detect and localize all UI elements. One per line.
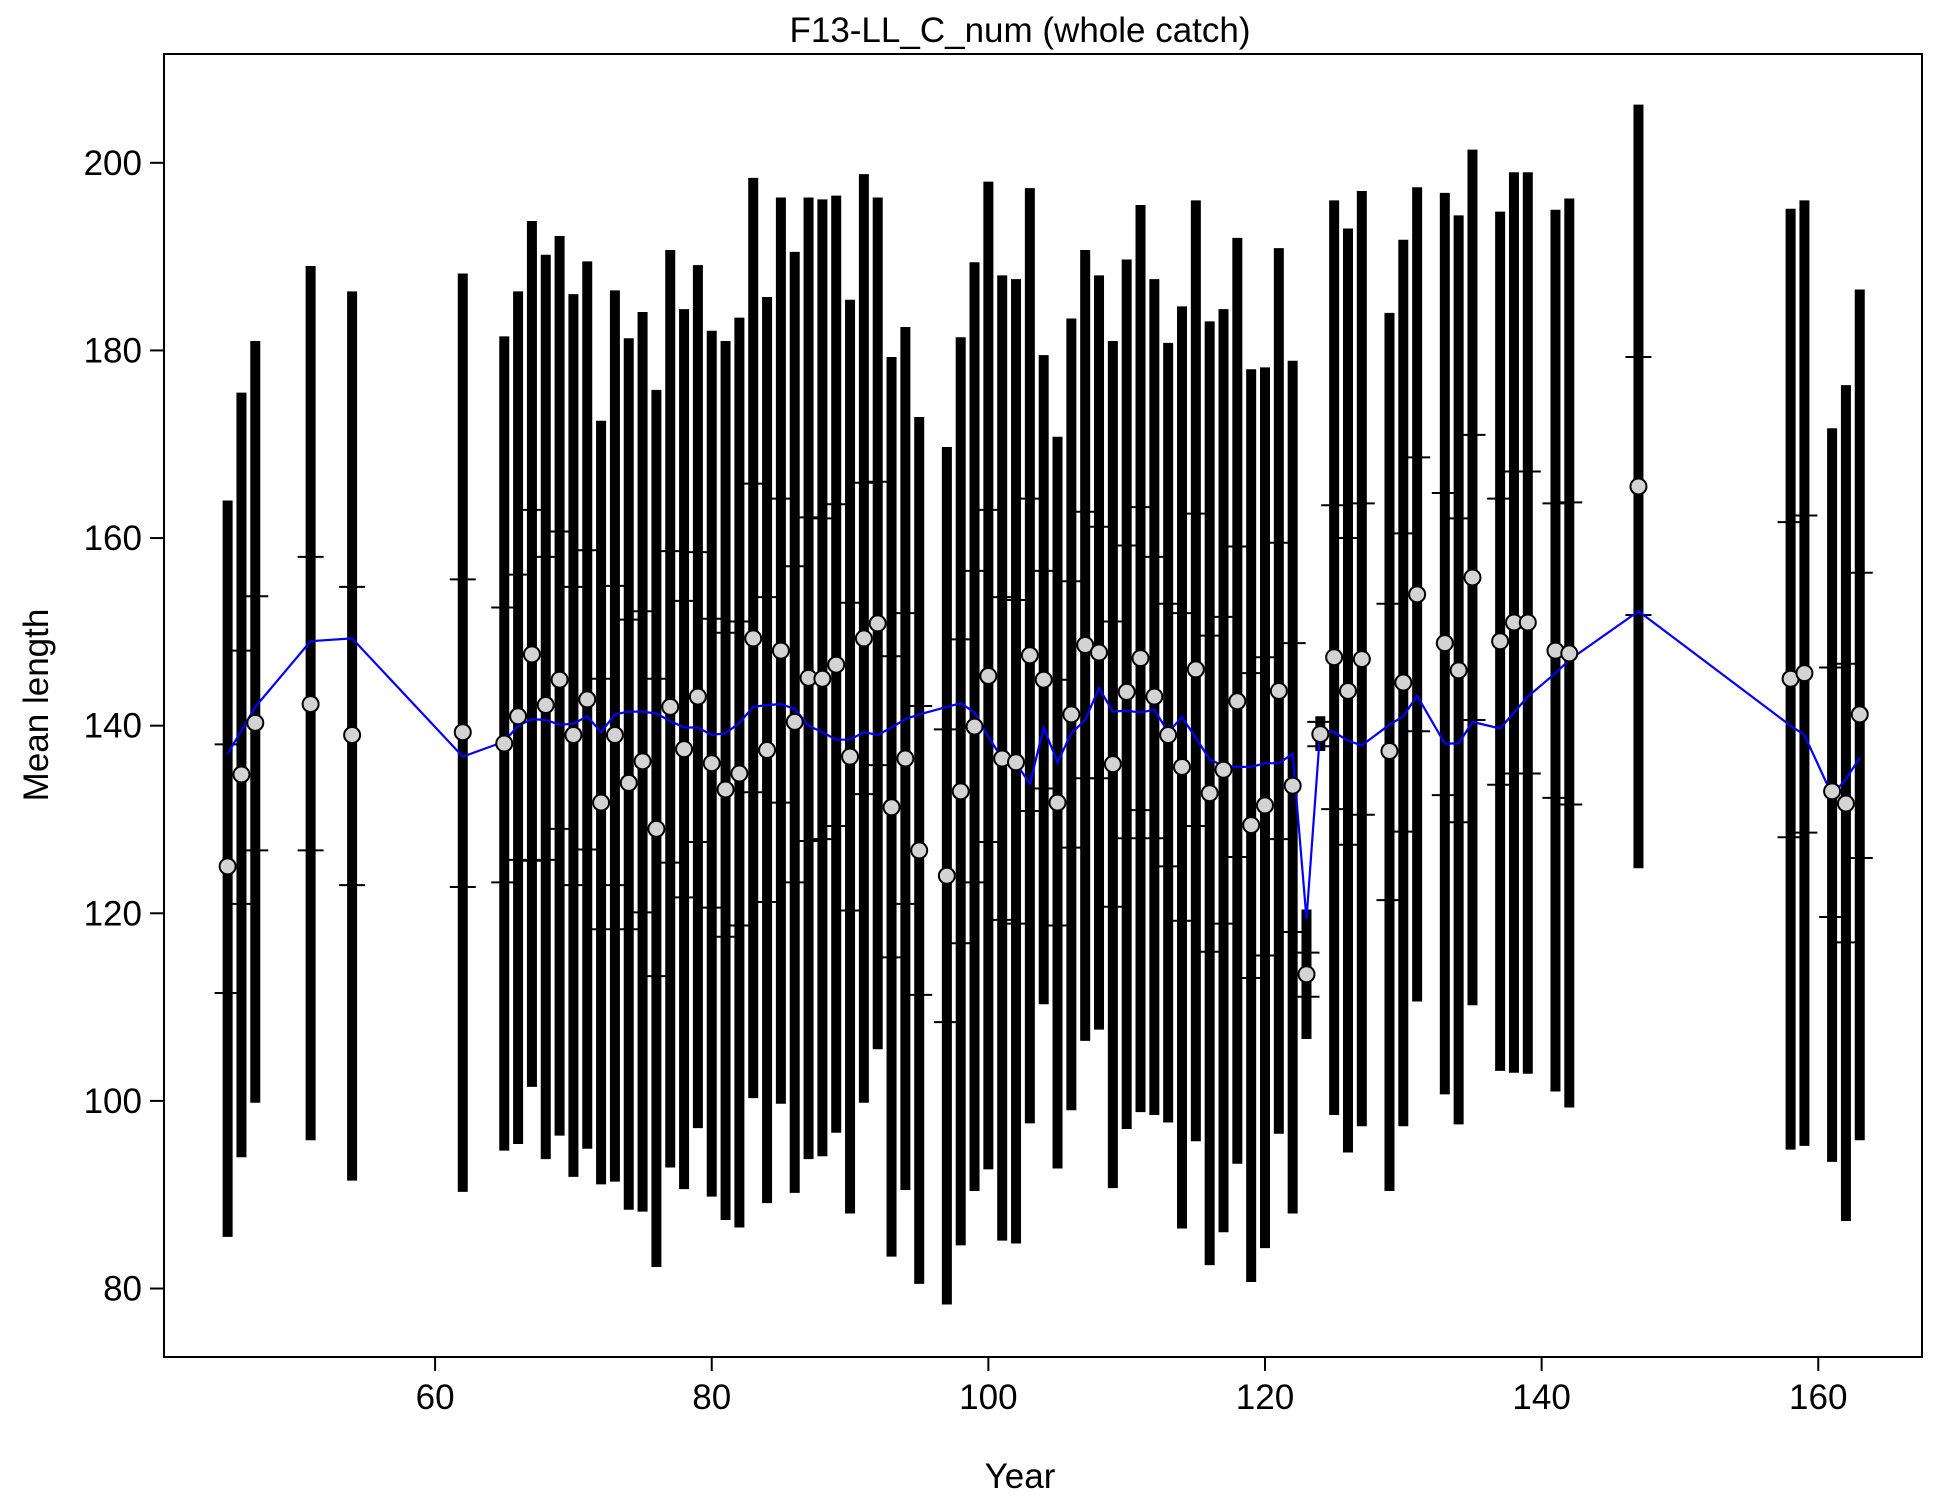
observed-point <box>744 629 763 648</box>
observed-point <box>1408 585 1427 604</box>
observed-point <box>1325 648 1344 667</box>
observed-point <box>1283 776 1302 795</box>
observed-point <box>1380 741 1399 760</box>
y-tick-label: 120 <box>84 894 142 933</box>
observed-point <box>1352 650 1371 669</box>
observed-point <box>854 629 873 648</box>
observed-point <box>343 726 362 745</box>
y-tick-label: 180 <box>84 331 142 370</box>
observed-point <box>1242 816 1261 835</box>
observed-point <box>1629 477 1648 496</box>
y-tick-label: 160 <box>84 519 142 558</box>
y-tick-label: 140 <box>84 707 142 746</box>
observed-point <box>1131 649 1150 668</box>
x-tick-label: 140 <box>1512 1378 1570 1417</box>
observed-point <box>841 747 860 766</box>
observed-point <box>1297 965 1316 984</box>
observed-point <box>1338 681 1357 700</box>
observed-point <box>730 764 749 783</box>
observed-point <box>951 782 970 801</box>
observed-point <box>965 717 984 736</box>
observed-point <box>1255 796 1274 815</box>
observed-point <box>1173 757 1192 776</box>
observed-point <box>1020 646 1039 665</box>
x-axis-label: Year <box>985 1457 1056 1496</box>
observed-point <box>1214 760 1233 779</box>
observed-point <box>246 713 265 732</box>
observed-point <box>1062 705 1081 724</box>
observed-point <box>1463 568 1482 587</box>
observed-point <box>827 655 846 674</box>
observed-point <box>1090 643 1109 662</box>
observed-point <box>1145 687 1164 706</box>
observed-point <box>675 740 694 759</box>
observed-point <box>647 819 666 838</box>
observed-point <box>1228 692 1247 711</box>
observed-point <box>218 857 237 876</box>
observed-point <box>301 695 320 714</box>
observed-point <box>688 687 707 706</box>
observed-point <box>1518 613 1537 632</box>
observed-point <box>1117 682 1136 701</box>
observed-point <box>1311 725 1330 744</box>
observed-point <box>1007 753 1026 772</box>
observed-point <box>1200 784 1219 803</box>
observed-point <box>1491 632 1510 651</box>
observed-point <box>661 697 680 716</box>
observed-point <box>592 793 611 812</box>
observed-point <box>1850 705 1869 724</box>
observed-point <box>605 726 624 745</box>
y-tick-label: 100 <box>84 1082 142 1121</box>
y-tick-label: 80 <box>103 1270 142 1309</box>
observed-point <box>1269 681 1288 700</box>
observed-point <box>979 666 998 685</box>
observed-point <box>1823 782 1842 801</box>
plot-frame <box>163 53 1923 1358</box>
observed-point <box>716 780 735 799</box>
observed-point <box>1103 755 1122 774</box>
observed-point <box>619 773 638 792</box>
observed-point <box>868 614 887 633</box>
observed-point <box>771 641 790 660</box>
x-tick-label: 100 <box>959 1378 1017 1417</box>
observed-point <box>1159 726 1178 745</box>
x-tick-label: 60 <box>416 1378 455 1417</box>
observed-point <box>1076 635 1095 654</box>
observed-point <box>495 734 514 753</box>
observed-point <box>536 696 555 715</box>
observed-point <box>1394 673 1413 692</box>
chart-title: F13-LL_C_num (whole catch) <box>789 11 1250 50</box>
observed-point <box>702 754 721 773</box>
observed-point <box>578 690 597 709</box>
observed-point <box>1048 793 1067 812</box>
y-axis-label: Mean length <box>17 609 56 802</box>
observed-point <box>1560 644 1579 663</box>
observed-point <box>1034 670 1053 689</box>
observed-point <box>453 723 472 742</box>
y-tick-label: 200 <box>84 144 142 183</box>
x-tick-label: 120 <box>1236 1378 1294 1417</box>
observed-point <box>1836 794 1855 813</box>
observed-point <box>813 669 832 688</box>
observed-point <box>882 798 901 817</box>
observed-point <box>522 645 541 664</box>
observed-point <box>564 726 583 745</box>
observed-point <box>1435 634 1454 653</box>
observed-point <box>1449 661 1468 680</box>
observed-point <box>1186 660 1205 679</box>
observed-point <box>633 752 652 771</box>
observed-point <box>937 866 956 885</box>
observed-point <box>1795 664 1814 683</box>
x-tick-label: 80 <box>692 1378 731 1417</box>
observed-point <box>785 712 804 731</box>
observed-point <box>509 707 528 726</box>
observed-point <box>758 741 777 760</box>
x-tick-label: 160 <box>1789 1378 1847 1417</box>
observed-point <box>910 841 929 860</box>
observed-point <box>550 670 569 689</box>
observed-point <box>896 749 915 768</box>
observed-point <box>232 765 251 784</box>
